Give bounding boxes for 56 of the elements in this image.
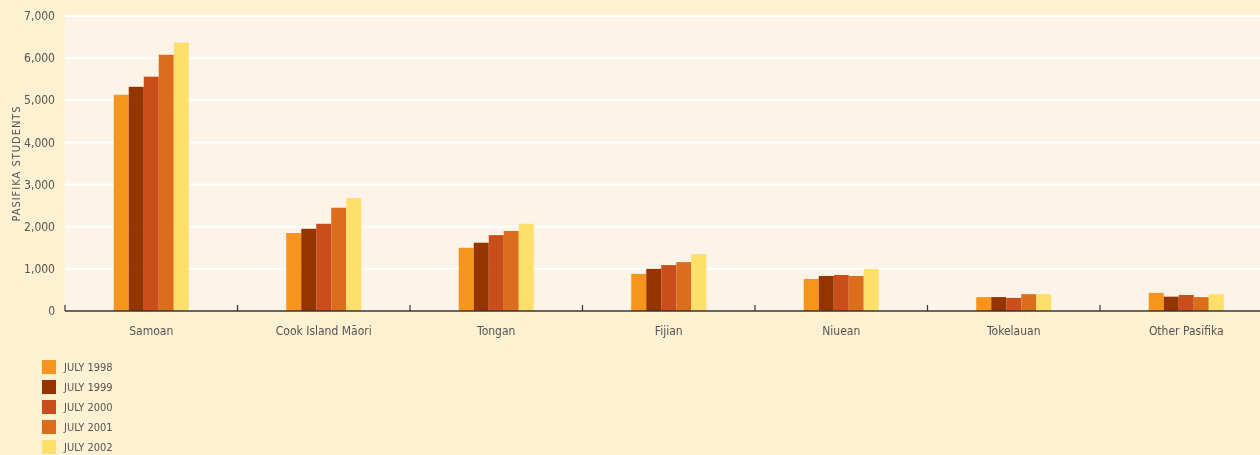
bar [676, 262, 692, 311]
y-tick-label: 4,000 [24, 135, 56, 150]
y-tick-label: 6,000 [24, 51, 56, 66]
bar [1036, 294, 1052, 311]
bar [818, 276, 834, 311]
x-tick-label: Cook Island Māori [275, 324, 372, 338]
bar [173, 42, 189, 311]
y-tick-label: 5,000 [24, 93, 56, 108]
bar [1021, 294, 1037, 311]
bar [1178, 294, 1194, 311]
x-tick-label: Fijian [654, 324, 683, 338]
bar [286, 233, 302, 311]
x-tick-label: Tongan [476, 324, 516, 338]
y-tick-label: 7,000 [24, 9, 56, 24]
bar [316, 223, 332, 311]
bar [1163, 296, 1179, 311]
bar [1006, 297, 1022, 311]
bar [803, 278, 819, 311]
x-tick-label: Samoan [129, 324, 174, 338]
bar [128, 86, 144, 311]
legend-label: JULY 1998 [63, 360, 113, 374]
y-axis-title: PASIFIKA STUDENTS [10, 105, 23, 222]
bar [691, 254, 707, 311]
bar [848, 276, 864, 311]
bar [661, 265, 677, 311]
bar [488, 235, 504, 311]
legend-label: JULY 2000 [63, 400, 113, 414]
y-tick-label: 1,000 [24, 262, 56, 277]
bar [143, 76, 159, 311]
x-tick-label: Tokelauan [985, 324, 1041, 338]
bar [158, 54, 174, 311]
legend-label: JULY 2001 [63, 420, 113, 434]
x-tick-label: Other Pasifika [1148, 324, 1224, 338]
x-tick-label: Niuean [822, 324, 861, 338]
bar [991, 297, 1007, 311]
bar [331, 207, 347, 311]
bar [1148, 292, 1164, 311]
bar [863, 268, 879, 311]
bar [458, 247, 474, 311]
y-tick-label: 2,000 [24, 219, 56, 234]
bar [503, 230, 519, 311]
bar [301, 228, 317, 311]
legend-label: JULY 1999 [63, 380, 113, 394]
bar [518, 223, 534, 311]
bar [473, 242, 489, 311]
bar [346, 198, 362, 311]
y-tick-label: 0 [48, 304, 56, 319]
bar [113, 94, 129, 311]
bar [1193, 297, 1209, 311]
bar [833, 274, 849, 311]
legend-label: JULY 2002 [63, 440, 113, 454]
bar [1208, 294, 1224, 311]
bar [631, 273, 647, 311]
bar [976, 297, 992, 311]
bar [646, 268, 662, 311]
y-tick-label: 3,000 [24, 177, 56, 192]
